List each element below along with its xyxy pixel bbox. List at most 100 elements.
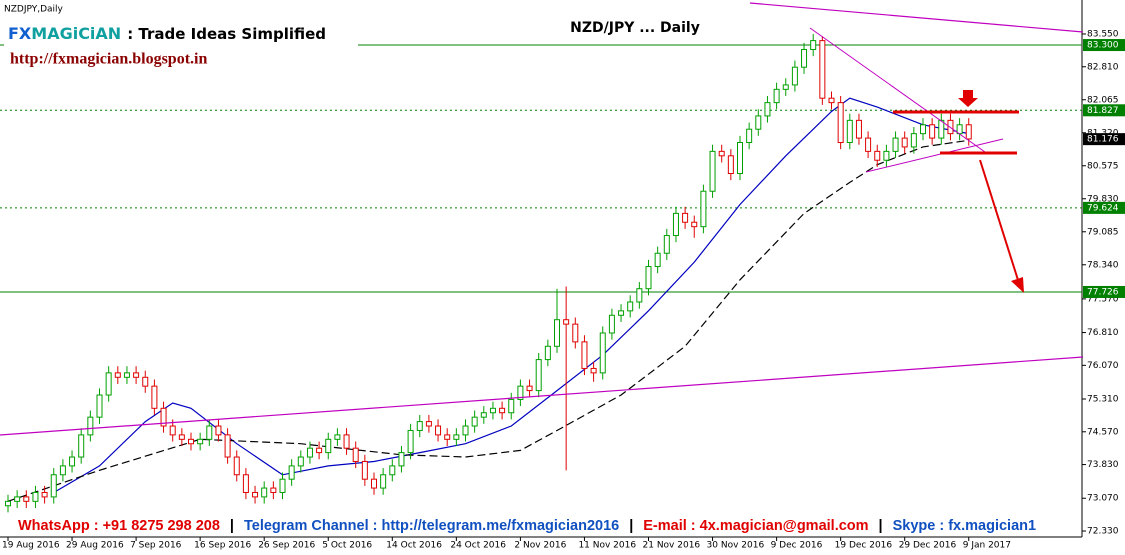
x-tick-label: 29 Dec 2016 — [899, 541, 957, 551]
y-tick-label: 73.830 — [1087, 460, 1119, 470]
candle-body — [133, 372, 140, 378]
candle-body — [554, 319, 560, 347]
x-tick-label: 11 Nov 2016 — [578, 541, 636, 551]
candle-body — [279, 478, 286, 493]
candle-body — [938, 119, 945, 139]
candle-body — [361, 460, 368, 480]
candle-body — [810, 40, 817, 50]
current-price-label: 81.176 — [1087, 135, 1119, 145]
candle-body — [910, 133, 917, 148]
candle-body — [627, 301, 634, 312]
candle-body — [87, 416, 94, 436]
candle-body — [151, 385, 158, 409]
candle-body — [242, 474, 249, 493]
candle-body — [526, 385, 533, 392]
candle-body — [105, 372, 112, 396]
level-label: 79.624 — [1087, 203, 1119, 213]
candle-body — [224, 434, 231, 458]
candle-body — [306, 447, 313, 458]
candle-body — [819, 40, 826, 99]
trend-line — [0, 356, 1084, 436]
candle-body — [901, 137, 908, 148]
moving-average — [53, 97, 969, 494]
candle-body — [416, 421, 423, 431]
target-arrow — [979, 159, 1019, 281]
candle-body — [535, 359, 542, 392]
x-tick-label: 19 Aug 2016 — [2, 541, 60, 551]
candle-body — [773, 88, 780, 104]
candle-body — [737, 142, 743, 175]
candle-body — [297, 456, 304, 467]
candle-body — [425, 421, 432, 427]
candle-body — [14, 496, 21, 502]
candle-body — [288, 465, 295, 480]
y-tick-label: 83.550 — [1087, 29, 1119, 39]
candle-body — [837, 102, 844, 144]
candle-body — [5, 500, 11, 507]
y-tick-label: 73.070 — [1087, 494, 1119, 504]
candle-body — [178, 434, 185, 440]
candle-body — [325, 438, 332, 454]
y-tick-label: 82.065 — [1087, 95, 1119, 105]
candle-body — [636, 288, 643, 303]
candle-body — [270, 487, 277, 493]
candle-body — [855, 119, 862, 139]
candle-body — [929, 124, 936, 139]
header-box — [4, 20, 358, 74]
candle-body — [700, 190, 707, 228]
candle-body — [142, 376, 149, 387]
down-arrow — [958, 90, 978, 107]
candle-body — [892, 137, 899, 152]
x-tick-label: 9 Jan 2017 — [963, 541, 1011, 551]
x-tick-label: 14 Oct 2016 — [386, 541, 442, 551]
level-box — [1083, 285, 1125, 298]
candle-body — [645, 266, 652, 290]
candle-body — [572, 323, 579, 343]
candle-body — [782, 84, 789, 90]
candle-body — [755, 115, 762, 130]
candle-body — [123, 372, 130, 378]
candle-body — [801, 48, 808, 68]
candle-body — [828, 97, 835, 104]
candle-body — [462, 425, 469, 436]
symbol-label: NZDJPY,Daily — [4, 5, 64, 15]
level-label: 83.300 — [1087, 41, 1119, 51]
candle-body — [252, 491, 259, 498]
x-tick-label: 16 Sep 2016 — [194, 541, 251, 551]
candle-body — [206, 425, 213, 440]
candle-body — [608, 314, 615, 334]
candle-body — [435, 425, 442, 436]
x-tick-label: 7 Sep 2016 — [130, 541, 182, 551]
footer: WhatsApp : +91 8275 298 208 | Telegram Cha… — [18, 518, 1036, 534]
y-tick-label: 72.330 — [1087, 527, 1119, 537]
candle-body — [599, 332, 606, 374]
level-box — [1083, 201, 1125, 214]
candle-body — [59, 465, 66, 476]
candle-body — [114, 372, 121, 378]
candle-body — [50, 474, 57, 498]
y-tick-label: 74.570 — [1087, 427, 1119, 437]
candle-body — [453, 434, 460, 440]
candle-body — [691, 221, 698, 228]
candle-body — [261, 487, 268, 498]
candle-body — [874, 150, 881, 161]
candle-body — [517, 385, 524, 400]
moving-average — [7, 139, 969, 502]
arrow-head — [1011, 277, 1024, 293]
y-tick-label: 79.830 — [1087, 194, 1119, 204]
x-tick-label: 21 Nov 2016 — [643, 541, 701, 551]
candle-body — [471, 416, 478, 427]
candle-body — [197, 438, 204, 445]
candle-body — [499, 407, 506, 414]
candle-body — [380, 474, 387, 489]
x-tick-label: 26 Sep 2016 — [258, 541, 315, 551]
x-tick-label: 30 Nov 2016 — [707, 541, 765, 551]
y-tick-label: 79.085 — [1087, 227, 1119, 237]
candle-body — [160, 407, 167, 427]
url: http://fxmagician.blogspot.in — [10, 51, 207, 68]
candle-body — [846, 119, 853, 144]
candle-body — [654, 252, 661, 268]
x-tick-label: 24 Oct 2016 — [450, 541, 506, 551]
candle-body — [764, 102, 771, 117]
